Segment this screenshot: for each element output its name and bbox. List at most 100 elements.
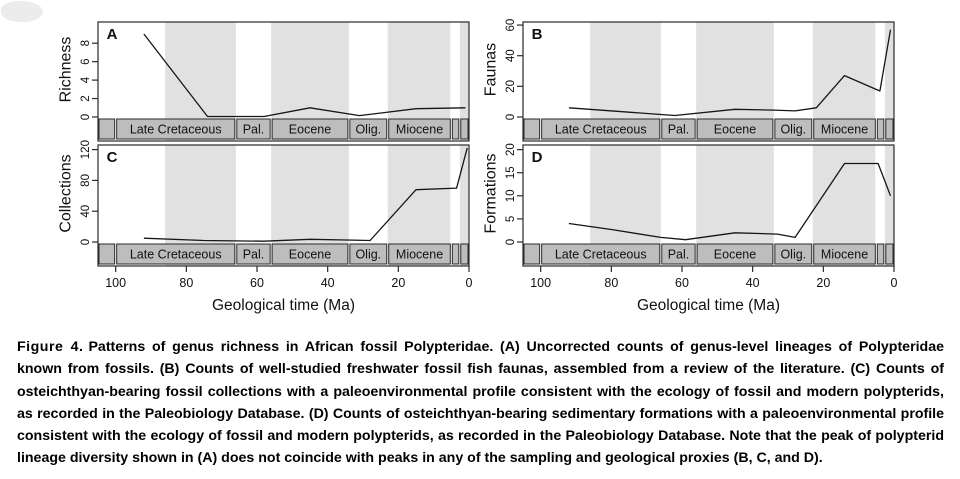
epoch-box	[523, 118, 541, 140]
epoch-box	[696, 118, 774, 140]
x-tick-label: 0	[891, 276, 898, 290]
epoch-box	[451, 243, 460, 265]
x-tick-label: 20	[391, 276, 405, 290]
epoch-label: Olig.	[355, 123, 381, 137]
scan-artifact	[1, 1, 43, 22]
epoch-box	[661, 118, 696, 140]
shading-band	[884, 145, 894, 266]
epoch-box	[116, 118, 236, 140]
x-tick-label: 60	[250, 276, 264, 290]
epoch-box	[236, 243, 271, 265]
epoch-box	[696, 243, 774, 265]
panel-letter-C: C	[107, 149, 118, 166]
y-tick-label: 40	[505, 49, 517, 62]
epoch-box	[813, 118, 876, 140]
epoch-box	[876, 118, 885, 140]
epoch-box	[774, 118, 813, 140]
y-tick-label: 0	[80, 239, 92, 245]
epoch-box	[349, 118, 388, 140]
x-tick-label: 80	[179, 276, 193, 290]
epoch-box	[885, 118, 894, 140]
data-line-D	[568, 162, 892, 241]
epoch-box	[271, 243, 349, 265]
y-tick-label: 10	[505, 189, 517, 202]
y-tick-label: 4	[80, 76, 92, 83]
epoch-label: Pal.	[668, 248, 690, 262]
caption-text: Patterns of genus richness in African fo…	[17, 339, 944, 467]
x-tick-label: 60	[675, 276, 689, 290]
epoch-box	[388, 243, 451, 265]
epoch-box	[236, 118, 271, 140]
y-tick-label: 2	[80, 95, 92, 101]
epoch-box	[813, 243, 876, 265]
epoch-box	[774, 243, 813, 265]
caption-label: Figure 4.	[17, 339, 84, 355]
epoch-label: Late Cretaceous	[130, 248, 222, 262]
y-tick-label: 20	[505, 80, 517, 93]
plot-frame	[522, 144, 895, 267]
epoch-label: Pal.	[243, 123, 265, 137]
epoch-box	[541, 243, 661, 265]
y-tick-label: 0	[505, 239, 517, 245]
x-tick-label: 0	[466, 276, 473, 290]
y-tick-label: 20	[505, 143, 517, 156]
epoch-box	[876, 243, 885, 265]
epoch-label: Pal.	[243, 248, 265, 262]
x-tick-label: 80	[604, 276, 618, 290]
panels-svg: Late Cretaceous Pal. Eocene Olig. Miocene 0 2 4…	[58, 19, 898, 290]
epoch-label: Miocene	[396, 123, 443, 137]
data-line-A	[143, 33, 466, 118]
epoch-box	[116, 243, 236, 265]
epoch-label: Miocene	[396, 248, 443, 262]
y-tick-label: 120	[80, 140, 92, 159]
epoch-label: Eocene	[714, 248, 756, 262]
epoch-box	[349, 243, 388, 265]
epoch-label: Eocene	[714, 123, 756, 137]
epoch-label: Miocene	[821, 123, 868, 137]
epoch-label: Olig.	[780, 248, 806, 262]
figure-caption: Figure 4. Patterns of genus richness in A…	[17, 336, 944, 470]
y-tick-label: 60	[505, 19, 517, 32]
data-line-C	[143, 147, 468, 242]
x-axis-title-left: Geological time (Ma)	[212, 297, 355, 314]
x-axis-title-right: Geological time (Ma)	[637, 297, 780, 314]
epoch-box	[271, 118, 349, 140]
epoch-box	[460, 118, 469, 140]
epoch-label: Eocene	[289, 123, 331, 137]
epoch-box	[541, 118, 661, 140]
x-tick-label: 20	[816, 276, 830, 290]
y-tick-label: 40	[80, 205, 92, 218]
panel-letter-B: B	[532, 26, 543, 43]
data-line-B	[568, 29, 892, 117]
shading-band	[884, 22, 894, 141]
x-tick-label: 40	[746, 276, 760, 290]
shading-band	[459, 22, 469, 141]
epoch-label: Olig.	[355, 248, 381, 262]
y-axis-label: Collections	[58, 154, 75, 232]
epoch-label: Late Cretaceous	[555, 123, 647, 137]
y-tick-label: 8	[80, 40, 92, 46]
epoch-box	[523, 243, 541, 265]
y-tick-label: 0	[505, 114, 517, 120]
epoch-label: Olig.	[780, 123, 806, 137]
plot-frame	[97, 21, 470, 142]
epoch-box	[98, 243, 116, 265]
plot-frame	[522, 21, 895, 142]
epoch-box	[388, 118, 451, 140]
y-tick-label: 5	[505, 216, 517, 222]
epoch-box	[460, 243, 469, 265]
epoch-box	[451, 118, 460, 140]
epoch-label: Miocene	[821, 248, 868, 262]
epoch-label: Eocene	[289, 248, 331, 262]
epoch-label: Late Cretaceous	[555, 248, 647, 262]
y-axis-label: Faunas	[483, 43, 500, 96]
x-tick-label: 100	[530, 276, 551, 290]
epoch-label: Pal.	[668, 123, 690, 137]
epoch-box	[885, 243, 894, 265]
epoch-label: Late Cretaceous	[130, 123, 222, 137]
y-tick-label: 15	[505, 166, 517, 179]
y-axis-label: Richness	[58, 37, 75, 103]
x-tick-label: 40	[321, 276, 335, 290]
shading-band	[459, 145, 469, 266]
